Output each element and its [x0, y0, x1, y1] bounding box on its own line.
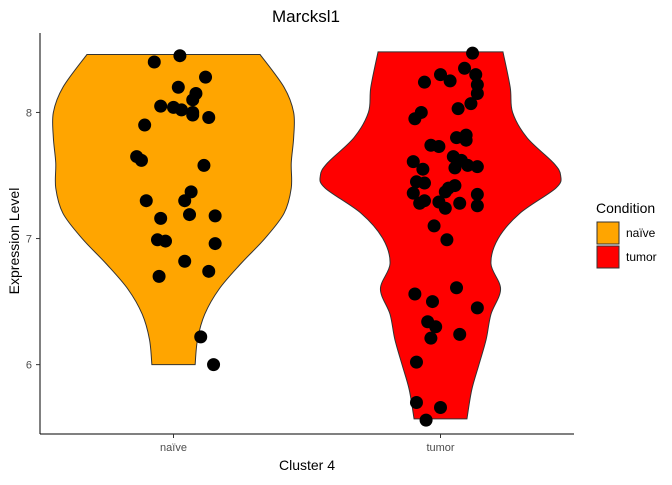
- data-point: [154, 211, 168, 225]
- data-point: [443, 74, 457, 88]
- x-ticks: naïve tumor: [160, 434, 455, 454]
- legend-label: naïve: [626, 226, 656, 240]
- data-point: [448, 161, 462, 175]
- data-point: [406, 155, 420, 169]
- x-axis-label: Cluster 4: [279, 457, 335, 473]
- data-point: [440, 233, 454, 247]
- data-point: [409, 395, 423, 409]
- data-point: [178, 254, 192, 268]
- data-point: [139, 194, 153, 208]
- legend-swatch: [596, 221, 620, 245]
- data-point: [434, 401, 447, 415]
- y-tick-label: 6: [26, 360, 32, 372]
- data-point: [197, 158, 211, 172]
- violin-layer: [52, 51, 562, 420]
- y-ticks: 6 7 8: [26, 107, 40, 372]
- data-point: [470, 187, 484, 201]
- data-point: [171, 80, 185, 94]
- data-point: [408, 112, 422, 126]
- data-point: [453, 196, 467, 210]
- data-point: [451, 102, 465, 116]
- data-point: [432, 139, 446, 153]
- data-point: [134, 153, 148, 167]
- violin-tumor: [319, 51, 562, 420]
- data-point: [186, 108, 200, 122]
- x-tick-label: naïve: [160, 442, 187, 454]
- y-axis-label: Expression Level: [6, 188, 22, 295]
- data-point: [138, 118, 152, 132]
- data-point: [469, 68, 483, 82]
- legend: Condition naïve tumor: [596, 200, 657, 269]
- y-tick-label: 7: [26, 234, 32, 246]
- points-layer: [130, 46, 484, 427]
- data-point: [464, 97, 478, 111]
- chart-title: Marcksl1: [272, 7, 340, 26]
- data-point: [470, 160, 484, 174]
- data-point: [202, 110, 216, 124]
- data-point: [147, 55, 161, 69]
- data-point: [183, 208, 197, 222]
- data-point: [424, 331, 438, 345]
- data-point: [208, 209, 222, 223]
- violin-naive: [52, 53, 295, 366]
- data-point: [408, 287, 422, 301]
- data-point: [207, 358, 221, 372]
- data-point: [434, 68, 447, 82]
- data-point: [470, 199, 484, 213]
- data-point: [173, 49, 187, 63]
- data-point: [154, 99, 168, 113]
- data-point: [470, 301, 484, 315]
- data-point: [417, 176, 431, 190]
- legend-items: naïve tumor: [596, 221, 657, 269]
- legend-label: tumor: [626, 250, 657, 264]
- y-tick-label: 8: [26, 107, 32, 119]
- data-point: [466, 46, 480, 60]
- data-point: [186, 93, 200, 107]
- x-tick-label: tumor: [426, 442, 454, 454]
- data-point: [406, 186, 420, 200]
- legend-title: Condition: [596, 200, 655, 216]
- data-point: [450, 281, 464, 295]
- data-point: [438, 185, 452, 199]
- legend-swatch: [596, 245, 620, 269]
- data-point: [438, 201, 452, 215]
- data-point: [459, 133, 473, 147]
- data-point: [458, 61, 472, 75]
- data-point: [413, 196, 427, 210]
- data-point: [416, 162, 430, 176]
- data-point: [194, 330, 208, 344]
- data-point: [208, 237, 222, 251]
- data-point: [427, 219, 441, 233]
- data-point: [152, 269, 166, 283]
- data-point: [178, 194, 192, 208]
- data-point: [158, 234, 172, 248]
- data-point: [409, 355, 423, 369]
- data-point: [199, 70, 213, 84]
- data-point: [425, 295, 439, 309]
- data-point: [429, 320, 443, 334]
- data-point: [419, 413, 433, 427]
- data-point: [175, 103, 189, 117]
- data-point: [417, 75, 431, 89]
- data-point: [461, 158, 475, 172]
- data-point: [453, 327, 467, 341]
- data-point: [470, 87, 484, 101]
- data-point: [202, 264, 216, 278]
